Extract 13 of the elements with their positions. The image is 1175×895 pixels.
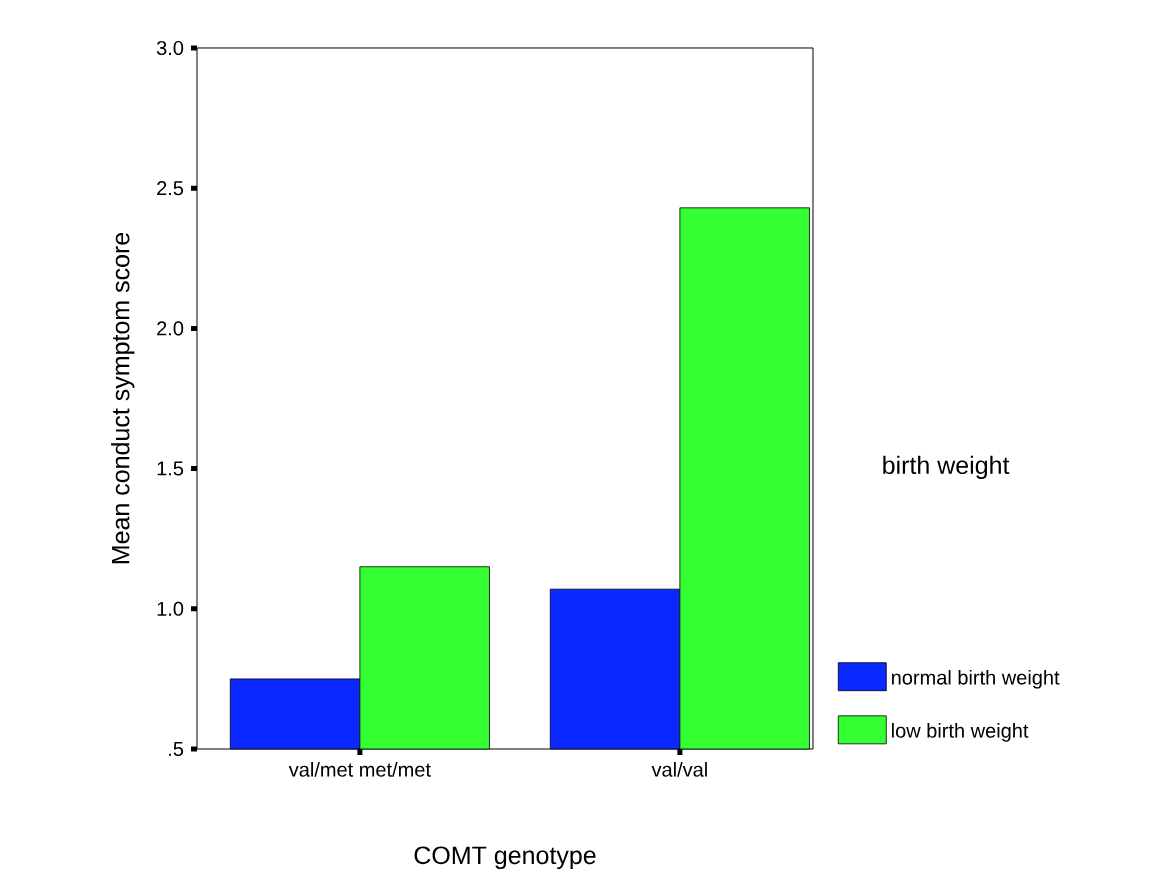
legend-title: birth weight: [883, 455, 1010, 480]
x-axis-title: COMT genotype: [414, 846, 596, 870]
y-tick-label: 2.0: [157, 321, 184, 336]
y-tick-label: .5: [169, 742, 184, 756]
legend-label: low birth weight: [892, 723, 1029, 742]
y-tick-label: 2.5: [157, 181, 184, 196]
legend-label: normal birth weight: [891, 669, 1060, 689]
y-tick-label: 1.0: [157, 601, 184, 616]
y-tick-label: 1.5: [157, 461, 184, 476]
x-tick-label: val/val: [651, 762, 707, 777]
y-axis-title: Mean conduct symptom score: [111, 232, 135, 564]
y-tick-label: 3.0: [156, 40, 184, 56]
x-tick-label: val/met met/met: [288, 762, 431, 777]
